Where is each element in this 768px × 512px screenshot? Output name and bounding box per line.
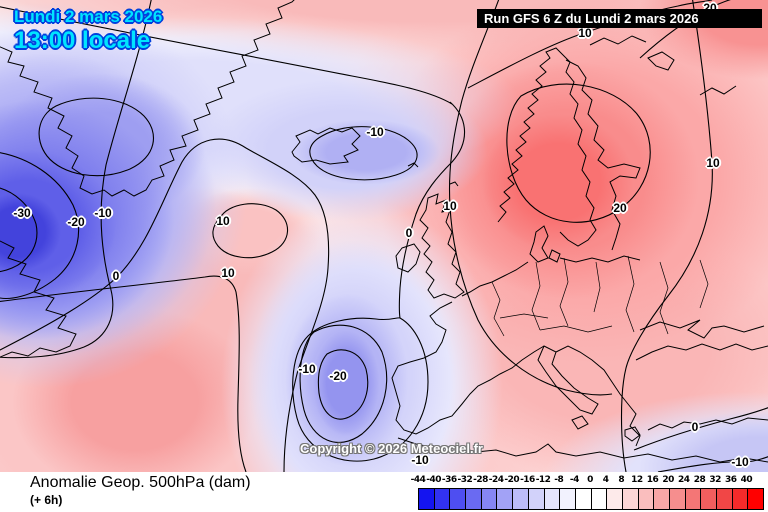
contour-label: 10 — [443, 199, 457, 213]
scale-tick-label: 16 — [646, 475, 659, 485]
scale-cell — [574, 489, 591, 509]
weather-map[interactable]: -30 -20 -10 0 10 10 -10 0 10 10 20 20 10 -10 -20 -10 0 -1… — [0, 0, 768, 472]
scale-cell — [731, 489, 748, 509]
coastlines — [0, 0, 768, 463]
contour-label: -20 — [67, 215, 85, 229]
scale-tick-label: -20 — [504, 475, 520, 485]
contour-label: -10 — [298, 362, 316, 376]
scale-cell — [637, 489, 654, 509]
scale-cell — [684, 489, 701, 509]
scale-cell — [449, 489, 466, 509]
scale-tick-label: -36 — [441, 475, 457, 485]
scale-cell — [747, 489, 764, 509]
lead-time-label: (+ 6h) — [30, 493, 63, 507]
scale-tick-label: 8 — [618, 475, 625, 485]
contour-label: -10 — [366, 125, 384, 139]
scale-tick-label: 12 — [631, 475, 643, 485]
scale-tick-label: -8 — [554, 475, 564, 485]
color-scale-ticks: -44 -40 -36 -32 -28 -24 -20 -16 -12 -8 -4 0 4 8 12 16 20… — [411, 475, 764, 486]
scale-cell — [543, 489, 560, 509]
scale-cell — [465, 489, 481, 509]
contour-label: 0 — [112, 269, 120, 283]
contour-label: -10 — [411, 453, 429, 467]
contour-label: 10 — [216, 214, 230, 228]
scale-tick-label: 24 — [678, 475, 690, 485]
scale-cell — [480, 489, 497, 509]
date-time-block: Lundi 2 mars 2026 13:00 locale — [14, 8, 162, 53]
scale-cell — [433, 489, 450, 509]
scale-cell — [559, 489, 575, 509]
scale-cell — [590, 489, 607, 509]
scale-cell — [653, 489, 669, 509]
map-title: Anomalie Geop. 500hPa (dam) — [30, 474, 251, 491]
contour-label: -20 — [329, 369, 347, 383]
scale-cell — [419, 489, 434, 509]
contour-label: 10 — [706, 156, 720, 170]
scale-tick-label: 28 — [693, 475, 706, 485]
contour-label: 10 — [578, 26, 592, 40]
scale-tick-label: -24 — [488, 475, 504, 485]
color-scale: -44 -40 -36 -32 -28 -24 -20 -16 -12 -8 -4 0 4 8 12 16 20… — [411, 472, 764, 512]
scale-tick-label: -44 — [410, 475, 426, 485]
copyright-watermark: Copyright © 2026 Meteociel.fr — [300, 441, 483, 456]
contours-and-coastlines — [0, 0, 768, 472]
contour-label: 0 — [691, 420, 699, 434]
anomaly-color-field — [0, 0, 768, 472]
contour-label: -10 — [731, 455, 749, 469]
scale-cell — [527, 489, 544, 509]
scale-tick-label: 32 — [709, 475, 721, 485]
contour-label: 20 — [613, 201, 627, 215]
contour-label: -30 — [13, 206, 31, 220]
scale-cell — [496, 489, 513, 509]
scale-cell — [606, 489, 622, 509]
contour-label: 10 — [221, 266, 235, 280]
model-run-banner: Run GFS 6 Z du Lundi 2 mars 2026 — [477, 9, 762, 28]
scale-cell — [716, 489, 732, 509]
scale-tick-label: -28 — [473, 475, 488, 485]
scale-tick-label: -12 — [535, 475, 551, 485]
contour-label: 0 — [405, 226, 413, 240]
scale-tick-label: -40 — [426, 475, 441, 485]
scale-cell — [669, 489, 685, 509]
scale-tick-label: 20 — [662, 475, 674, 485]
contour-label: -10 — [94, 206, 112, 220]
scale-cell — [621, 489, 638, 509]
anomaly-contours — [0, 0, 768, 472]
date-label: Lundi 2 mars 2026 — [14, 7, 163, 26]
scale-tick-label: -16 — [520, 475, 535, 485]
scale-tick-label: 0 — [587, 475, 593, 485]
scale-tick-label: 36 — [724, 475, 737, 485]
time-label: 13:00 locale — [14, 26, 151, 54]
scale-cell — [512, 489, 528, 509]
scale-tick-label: -4 — [569, 475, 580, 485]
country-borders — [491, 255, 709, 337]
scale-cell — [700, 489, 717, 509]
scale-tick-label: 40 — [740, 475, 753, 485]
color-scale-bar — [418, 488, 764, 510]
caption-bar: Anomalie Geop. 500hPa (dam) (+ 6h) -44 -4… — [0, 472, 768, 512]
scale-tick-label: -32 — [457, 475, 473, 485]
scale-tick-label: 4 — [602, 475, 609, 485]
